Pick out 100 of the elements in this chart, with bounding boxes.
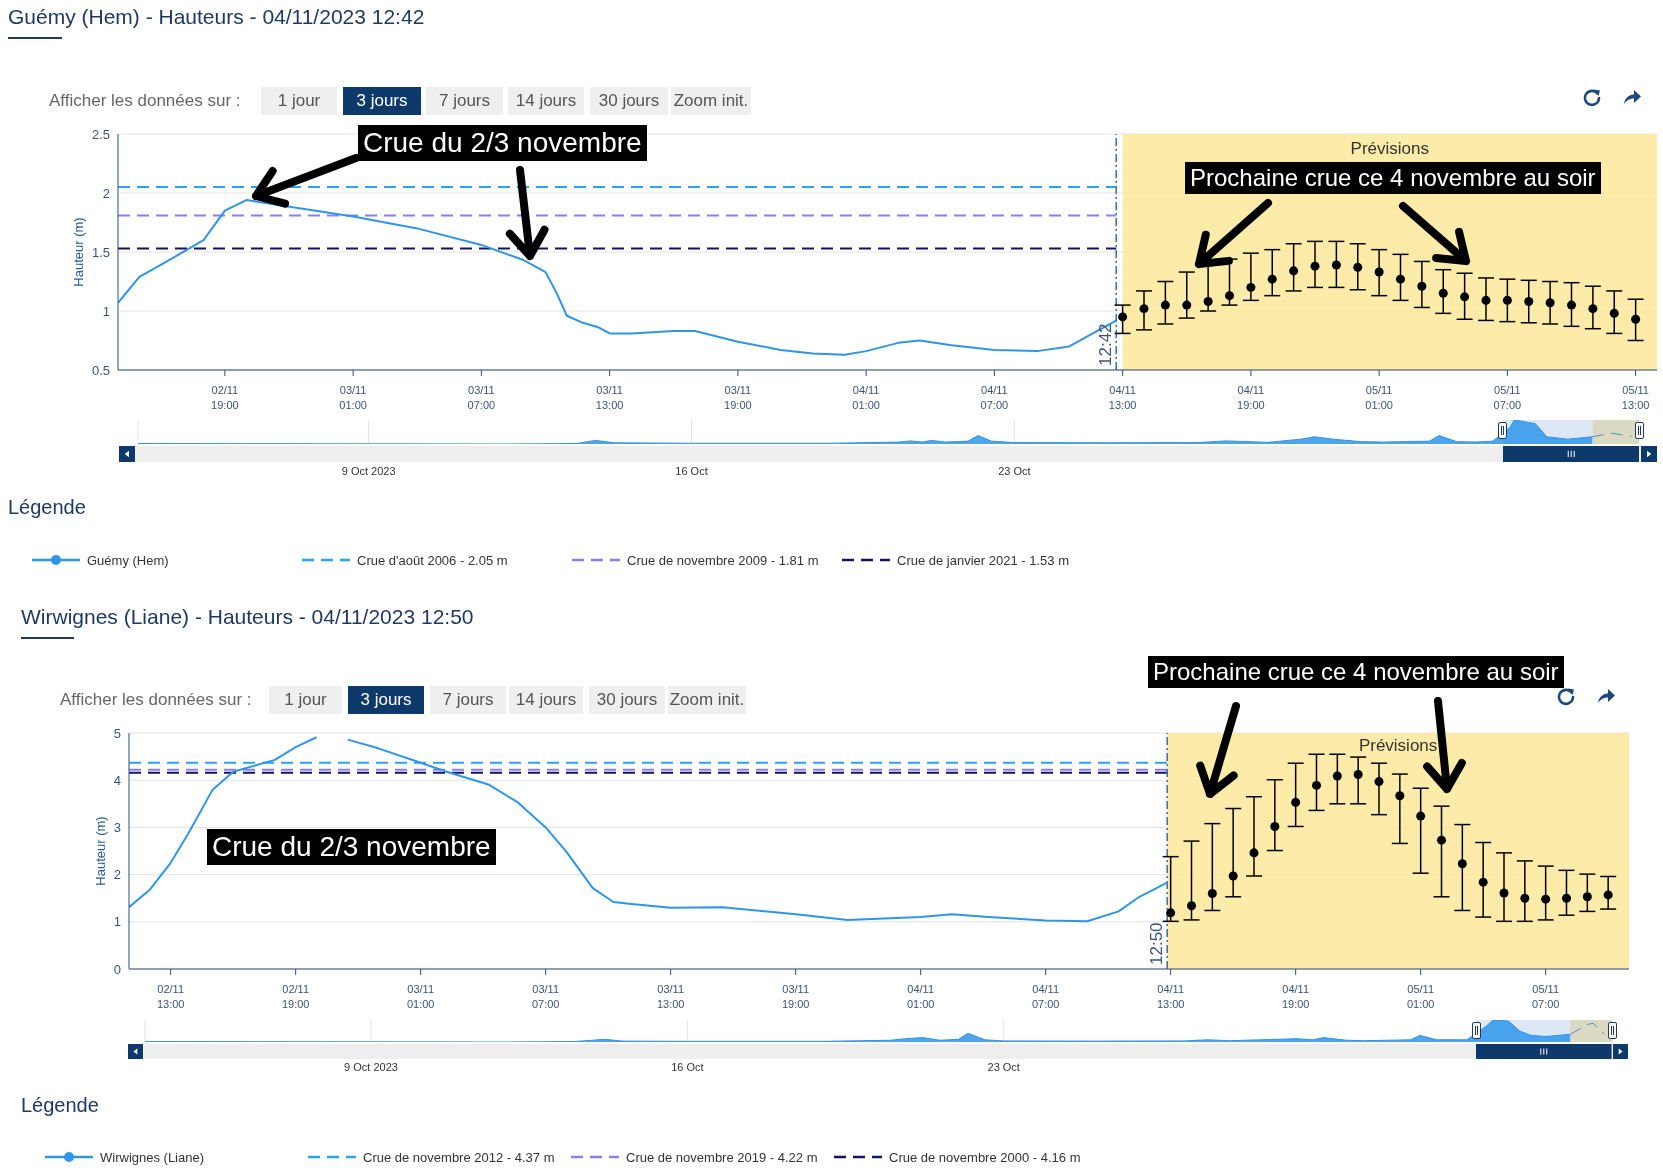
button: 30 jours — [589, 686, 665, 714]
point — [1182, 300, 1192, 310]
button: 1 jour — [261, 87, 337, 115]
point — [1499, 888, 1509, 898]
x-tick-label: 04/11 01:00 — [852, 384, 880, 411]
point — [1588, 304, 1598, 314]
point — [1436, 835, 1447, 845]
point — [1203, 297, 1213, 307]
y-axis-title: Hauteur (m) — [71, 217, 86, 287]
annotation: Prochaine crue ce 4 novembre au soir — [1190, 164, 1596, 191]
x-tick-label: 02/11 19:00 — [281, 983, 310, 1010]
x-tick-label: 04/11 07:00 — [1031, 983, 1060, 1010]
point — [1207, 888, 1217, 898]
point — [1416, 811, 1426, 821]
y-tick-label: 2 — [113, 867, 121, 883]
point — [1582, 892, 1592, 902]
point — [1311, 780, 1322, 790]
point — [1139, 304, 1149, 314]
x-tick-label: 03/11 07:00 — [531, 983, 560, 1010]
point — [1160, 300, 1170, 310]
point — [1566, 300, 1577, 310]
y-tick-label: 1 — [102, 303, 110, 319]
point — [1310, 261, 1320, 271]
x-tick-label: 04/11 01:00 — [906, 983, 935, 1010]
y-tick-label: 2 — [102, 185, 110, 201]
point — [1374, 777, 1384, 787]
point — [1438, 288, 1448, 298]
annotation: Crue du 2/3 novembre — [212, 831, 491, 862]
x-tick-label: 03/11 13:00 — [595, 384, 624, 411]
point — [1353, 262, 1363, 272]
ref-line-label: 12:50 — [1147, 922, 1167, 965]
chart-title: Guémy (Hem) - Hauteurs - 04/11/2023 12:42 — [8, 5, 425, 28]
x-tick-label: 04/11 19:00 — [1281, 983, 1310, 1010]
x-tick-label: 05/11 01:00 — [1406, 983, 1435, 1010]
legend-label: Guémy (Hem) — [87, 552, 169, 568]
legend-label: Crue de novembre 2012 - 4.37 m — [363, 1149, 555, 1165]
point — [1246, 282, 1256, 292]
button: 7 jours — [426, 87, 503, 115]
point — [1267, 274, 1277, 284]
x-tick-label: 23 Oct — [998, 465, 1031, 477]
button: Zoom init. — [668, 686, 746, 714]
y-tick-label: 5 — [113, 725, 121, 741]
point — [1524, 297, 1534, 307]
legend-label: Crue de novembre 2009 - 1.81 m — [627, 552, 819, 568]
point — [1224, 291, 1235, 301]
point — [1166, 908, 1176, 918]
point — [1228, 871, 1238, 881]
point — [1545, 298, 1555, 308]
y-tick-label: 0.5 — [91, 362, 110, 378]
x-tick-label: 05/11 13:00 — [1621, 384, 1650, 411]
x-tick-label: 05/11 01:00 — [1365, 384, 1393, 411]
legend-label: Crue d'août 2006 - 2.05 m — [357, 552, 508, 568]
x-tick-label: 04/11 07:00 — [980, 384, 1009, 411]
x-tick-label: 03/11 13:00 — [656, 983, 685, 1010]
point — [1291, 797, 1301, 807]
x-tick-label: 04/11 13:00 — [1108, 384, 1137, 411]
point — [1520, 893, 1530, 903]
button: 3 jours — [348, 686, 424, 714]
point — [1603, 890, 1613, 900]
point — [1609, 308, 1619, 318]
y-axis-title: Hauteur (m) — [93, 816, 108, 886]
text: Prochaine crue ce 4 novembre au soir — [1153, 658, 1559, 685]
x-tick-label: 9 Oct 2023 — [341, 465, 396, 477]
text: Afficher les données sur : — [60, 690, 252, 710]
point — [1395, 791, 1405, 801]
button: 1 jour — [269, 686, 342, 714]
button: 7 jours — [430, 686, 506, 714]
point — [1478, 877, 1488, 887]
point — [1417, 281, 1427, 291]
x-tick-label: 9 Oct 2023 — [344, 1061, 398, 1073]
point — [1118, 312, 1128, 322]
point — [1457, 859, 1467, 869]
legend-label: Crue de janvier 2021 - 1.53 m — [897, 552, 1069, 568]
point — [1332, 771, 1342, 781]
x-tick-label: 16 Oct — [675, 465, 708, 477]
point — [1374, 267, 1384, 277]
band-label: Prévisions — [1350, 139, 1430, 158]
legend-label: Crue de novembre 2019 - 4.22 m — [626, 1149, 818, 1165]
x-tick-label: 03/11 01:00 — [339, 384, 367, 411]
button: 14 jours — [508, 87, 584, 115]
annotation: Crue du 2/3 novembre — [363, 127, 642, 158]
point — [1395, 274, 1406, 284]
point — [1502, 295, 1512, 305]
legend-title: Légende — [8, 496, 86, 518]
point — [1541, 894, 1551, 904]
point — [1186, 901, 1197, 911]
button: 3 jours — [343, 87, 421, 115]
x-tick-label: 03/11 01:00 — [406, 983, 435, 1010]
legend-title: Légende — [21, 1094, 99, 1116]
x-tick-label: 02/11 19:00 — [211, 384, 239, 411]
y-tick-label: 3 — [113, 820, 121, 836]
x-tick-label: 05/11 07:00 — [1493, 384, 1522, 411]
point — [1289, 266, 1299, 276]
x-tick-label: 04/11 13:00 — [1156, 983, 1185, 1010]
button: 30 jours — [590, 87, 668, 115]
point — [1270, 821, 1280, 831]
point — [1331, 260, 1341, 270]
ref-line-label: 12:42 — [1096, 323, 1116, 366]
button: 14 jours — [509, 686, 583, 714]
point — [1631, 314, 1641, 324]
